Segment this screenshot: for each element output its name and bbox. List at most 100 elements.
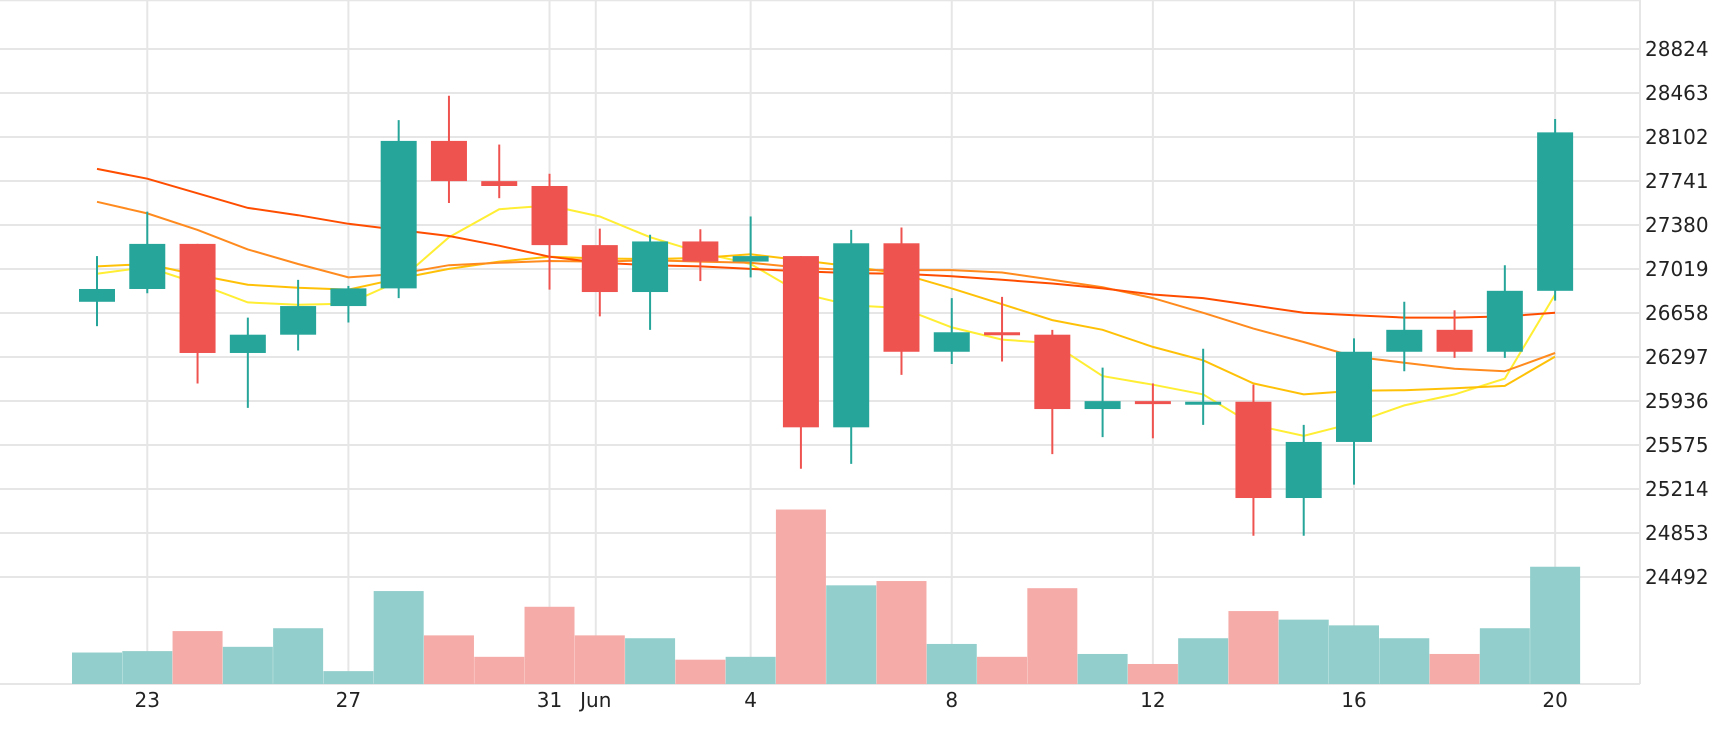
candle <box>732 216 769 278</box>
candle-body <box>581 245 618 293</box>
volume-bar <box>1479 628 1530 684</box>
candle-body <box>782 256 819 428</box>
price-tick-label: 28463 <box>1645 81 1709 105</box>
candle-body <box>430 140 467 182</box>
time-tick-label: 8 <box>945 688 958 712</box>
candle <box>1185 348 1222 425</box>
volume-bar <box>1429 653 1480 684</box>
candle <box>1386 301 1423 372</box>
candle <box>531 173 568 290</box>
time-axis: 23 27 31 Jun 4 8 12 16 20 <box>135 688 1568 712</box>
candle-body <box>984 332 1021 336</box>
candle <box>229 317 266 408</box>
price-axis: 24492 24853 25214 25575 25936 26297 26658 27019… <box>1645 37 1709 589</box>
volume-bar <box>1379 638 1430 684</box>
volume-bar <box>876 581 927 684</box>
candle <box>179 243 216 384</box>
candle-body <box>280 306 317 335</box>
time-tick-label: Jun <box>578 688 611 712</box>
candle <box>280 279 317 351</box>
price-tick-label: 27019 <box>1645 257 1709 281</box>
time-tick-label: 12 <box>1140 688 1165 712</box>
volume-bar <box>72 652 122 684</box>
price-tick-label: 26297 <box>1645 345 1709 369</box>
volume-bar <box>323 671 374 684</box>
price-tick-label: 27741 <box>1645 169 1709 193</box>
candle <box>883 227 920 375</box>
candle-body <box>179 243 216 353</box>
price-tick-label: 25214 <box>1645 477 1709 501</box>
candle <box>380 120 417 299</box>
volume-bar <box>1228 611 1279 684</box>
candle <box>984 296 1021 362</box>
volume-bar <box>1027 588 1078 684</box>
candle <box>1336 338 1372 485</box>
candle <box>430 95 467 204</box>
candle-body <box>531 185 568 246</box>
volume-bar <box>725 656 776 684</box>
volume-bar <box>1077 653 1128 684</box>
volume-bar <box>222 646 273 684</box>
time-tick-label: 4 <box>744 688 757 712</box>
candle-body <box>1537 132 1574 291</box>
candle-body <box>1235 401 1272 499</box>
candle-body <box>632 241 669 293</box>
candle <box>682 229 719 282</box>
candle-body <box>1386 329 1423 352</box>
candle-body <box>833 243 870 428</box>
candle <box>1235 384 1272 536</box>
candles <box>79 95 1574 536</box>
volume-bar <box>675 659 726 684</box>
candle-body <box>330 288 367 307</box>
grid <box>0 0 1641 685</box>
candle-body <box>732 256 769 262</box>
candle-body <box>1084 401 1121 410</box>
candle-body <box>1285 441 1322 499</box>
candle <box>1537 118 1574 301</box>
candle-body <box>1034 334 1071 410</box>
candle-body <box>481 181 518 186</box>
time-tick-label: 23 <box>135 688 160 712</box>
price-tick-label: 26658 <box>1645 301 1709 325</box>
volume-bar <box>273 628 324 684</box>
candle <box>782 256 819 469</box>
volume-bar <box>775 509 826 684</box>
candle <box>632 234 669 330</box>
volume-bar <box>1530 566 1581 684</box>
moving-average-line <box>96 200 1556 373</box>
price-tick-label: 27380 <box>1645 213 1709 237</box>
volume-bar <box>474 656 525 684</box>
candle-body <box>1134 401 1171 405</box>
candle <box>581 228 618 317</box>
price-tick-label: 25936 <box>1645 389 1709 413</box>
volume-bar <box>1127 663 1178 684</box>
volume-bar <box>423 635 474 684</box>
volume-bar <box>977 656 1028 684</box>
candle <box>481 144 518 199</box>
candle-body <box>1436 329 1473 352</box>
candle <box>933 298 970 364</box>
candle-body <box>129 243 166 289</box>
price-tick-label: 24853 <box>1645 521 1709 545</box>
candle-body <box>229 334 266 353</box>
candle-body <box>1486 290 1523 352</box>
volume-bar <box>1329 625 1379 684</box>
volume-bar <box>524 606 575 684</box>
moving-average-line <box>96 167 1556 319</box>
candle <box>1134 383 1171 439</box>
time-tick-label: 27 <box>336 688 361 712</box>
price-tick-label: 28824 <box>1645 37 1709 61</box>
candle <box>1436 310 1473 358</box>
volume-bars <box>72 509 1581 684</box>
volume-bar <box>926 643 977 684</box>
time-tick-label: 20 <box>1542 688 1567 712</box>
candle <box>129 211 166 294</box>
time-tick-label: 31 <box>537 688 562 712</box>
price-tick-label: 25575 <box>1645 433 1709 457</box>
volume-bar <box>826 585 877 684</box>
volume-bar <box>625 638 676 684</box>
candle-body <box>79 288 115 302</box>
candle <box>833 229 870 464</box>
volume-bar <box>373 591 424 684</box>
